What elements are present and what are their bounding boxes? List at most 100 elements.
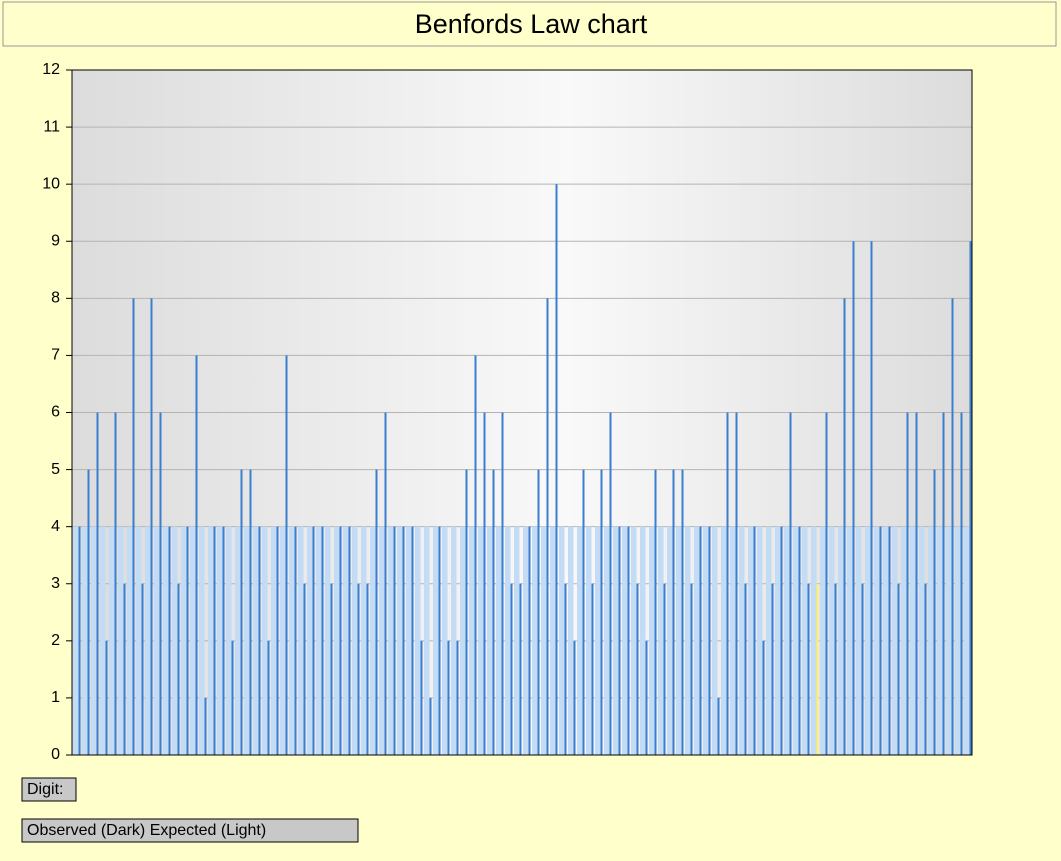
- expected-bar: [532, 526, 538, 755]
- expected-bar: [145, 526, 151, 755]
- expected-bar: [100, 526, 106, 755]
- observed-bar: [429, 697, 432, 755]
- observed-bar: [825, 412, 828, 755]
- observed-bar: [753, 526, 756, 755]
- y-tick-label: 2: [51, 632, 60, 649]
- observed-bar: [906, 412, 909, 755]
- expected-bar: [811, 526, 817, 755]
- expected-bar: [316, 526, 322, 755]
- expected-bar: [523, 526, 529, 755]
- observed-bar: [294, 526, 297, 755]
- observed-bar: [519, 583, 522, 755]
- expected-bar: [433, 526, 439, 755]
- expected-bar: [793, 526, 799, 755]
- observed-bar: [969, 241, 972, 755]
- observed-bar: [87, 469, 90, 755]
- expected-bar: [820, 526, 826, 755]
- expected-bar: [163, 526, 169, 755]
- expected-bar: [190, 526, 196, 755]
- observed-bar: [132, 298, 135, 755]
- expected-bar: [289, 526, 295, 755]
- observed-bar: [618, 526, 621, 755]
- observed-bar: [654, 469, 657, 755]
- observed-bar: [114, 412, 117, 755]
- observed-bar: [510, 583, 513, 755]
- y-tick-label: 9: [51, 232, 60, 249]
- expected-bar: [766, 526, 772, 755]
- observed-bar: [942, 412, 945, 755]
- expected-bar: [127, 526, 133, 755]
- expected-bar: [307, 526, 313, 755]
- observed-bar: [537, 469, 540, 755]
- expected-bar: [712, 526, 718, 755]
- observed-bar: [852, 241, 855, 755]
- observed-bar: [663, 583, 666, 755]
- observed-bar: [267, 640, 270, 755]
- observed-bar: [582, 469, 585, 755]
- observed-bar: [636, 583, 639, 755]
- title-bar: [2, 1, 1057, 47]
- observed-bar: [168, 526, 171, 755]
- expected-bar: [928, 526, 934, 755]
- observed-bar: [312, 526, 315, 755]
- observed-bar: [420, 640, 423, 755]
- observed-bar: [186, 526, 189, 755]
- observed-bar: [915, 412, 918, 755]
- observed-bar: [600, 469, 603, 755]
- expected-bar: [406, 526, 412, 755]
- observed-bar: [861, 583, 864, 755]
- expected-bar: [631, 526, 637, 755]
- expected-bar: [730, 526, 736, 755]
- observed-bar: [456, 640, 459, 755]
- expected-bar: [487, 526, 493, 755]
- expected-bar: [955, 526, 961, 755]
- y-tick-label: 5: [51, 461, 60, 478]
- expected-bar: [721, 526, 727, 755]
- expected-bar: [415, 526, 421, 755]
- expected-bar: [946, 526, 952, 755]
- observed-bar: [492, 469, 495, 755]
- observed-bar: [870, 241, 873, 755]
- observed-bar: [159, 412, 162, 755]
- expected-bar: [496, 526, 502, 755]
- observed-bar: [195, 355, 198, 755]
- observed-bar: [951, 298, 954, 755]
- observed-bar: [366, 583, 369, 755]
- expected-bar: [91, 526, 97, 755]
- expected-bar: [505, 526, 511, 755]
- observed-bar: [798, 526, 801, 755]
- chart-title: Benfords Law chart: [415, 9, 648, 39]
- observed-bar: [960, 412, 963, 755]
- expected-bar: [541, 526, 547, 755]
- observed-bar: [708, 526, 711, 755]
- observed-bar: [726, 412, 729, 755]
- observed-bar: [474, 355, 477, 755]
- observed-bar: [546, 298, 549, 755]
- y-tick-label: 12: [42, 61, 60, 78]
- observed-bar: [897, 583, 900, 755]
- expected-bar: [604, 526, 610, 755]
- expected-bar: [235, 526, 241, 755]
- expected-bar: [424, 526, 430, 755]
- expected-bar: [370, 526, 376, 755]
- expected-bar: [217, 526, 223, 755]
- observed-bar: [348, 526, 351, 755]
- expected-bar: [919, 526, 925, 755]
- expected-bar: [784, 526, 790, 755]
- y-tick-label: 4: [51, 518, 60, 535]
- observed-bar: [609, 412, 612, 755]
- y-tick-label: 6: [51, 404, 60, 421]
- expected-bar: [685, 526, 691, 755]
- observed-bar: [321, 526, 324, 755]
- observed-bar: [879, 526, 882, 755]
- expected-bar: [739, 526, 745, 755]
- y-tick-label: 7: [51, 347, 60, 364]
- expected-bar: [514, 526, 520, 755]
- expected-bar: [874, 526, 880, 755]
- observed-bar: [465, 469, 468, 755]
- observed-bar: [564, 583, 567, 755]
- expected-bar: [280, 526, 286, 755]
- expected-bar: [910, 526, 916, 755]
- observed-bar: [204, 697, 207, 755]
- observed-bar: [807, 583, 810, 755]
